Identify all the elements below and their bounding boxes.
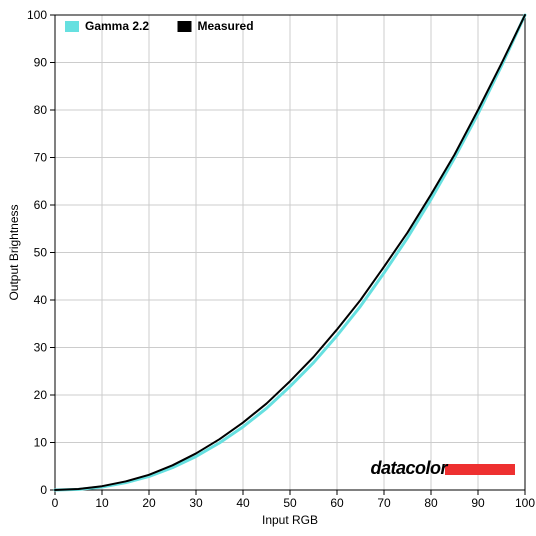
y-axis-label: Output Brightness [7,204,21,300]
y-tick-label: 50 [34,246,48,260]
y-tick-label: 10 [34,436,48,450]
y-tick-label: 70 [34,151,48,165]
y-tick-label: 60 [34,198,48,212]
y-tick-label: 0 [40,483,47,497]
legend-swatch [65,21,79,32]
y-tick-label: 100 [27,8,47,22]
x-tick-label: 90 [471,496,485,510]
y-tick-label: 30 [34,341,48,355]
legend-swatch [178,21,192,32]
chart-svg: 0 10 20 30 40 50 60 70 80 90 100 0 10 20 30 40 50 60 70 80 9… [0,0,536,536]
x-tick-label: 30 [189,496,203,510]
y-tick-label: 40 [34,293,48,307]
y-tick-label: 80 [34,103,48,117]
legend-label: Measured [198,19,254,33]
brand-bar [445,464,515,475]
x-tick-label: 80 [424,496,438,510]
brand-text: datacolor [370,458,448,478]
x-tick-label: 100 [515,496,535,510]
x-tick-label: 50 [283,496,297,510]
y-tick-label: 20 [34,388,48,402]
x-tick-label: 20 [142,496,156,510]
x-tick-label: 60 [330,496,344,510]
y-tick-label: 90 [34,56,48,70]
x-tick-label: 70 [377,496,391,510]
x-tick-label: 10 [95,496,109,510]
gamma-chart: 0 10 20 30 40 50 60 70 80 90 100 0 10 20 30 40 50 60 70 80 9… [0,0,536,536]
x-tick-label: 0 [52,496,59,510]
x-axis-label: Input RGB [262,513,318,527]
x-tick-label: 40 [236,496,250,510]
legend-label: Gamma 2.2 [85,19,149,33]
